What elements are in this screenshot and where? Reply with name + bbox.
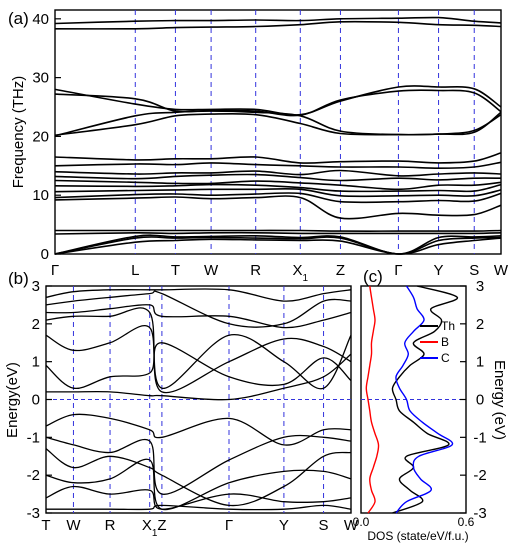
panel-b-xtick-label: W (66, 517, 81, 534)
panel-b-ytick-label: -1 (27, 429, 40, 446)
panel-c-tag: (c) (363, 267, 383, 286)
panel-a-phonon-branch (54, 192, 502, 204)
panel-c-xtick-label: 0.6 (458, 515, 475, 529)
panel-b-electronic-band (45, 504, 352, 511)
panel-a-phonon-branch (54, 237, 502, 255)
panel-c-dos-curve-b (365, 285, 380, 514)
panel-a-phonon-branch (54, 179, 502, 191)
panel-a-phonon-branch (54, 89, 502, 117)
panel-a-xtick-label: R (250, 262, 261, 279)
panel-b-ytick-label: 2 (32, 316, 40, 333)
panel-b-xtick-label: W (344, 517, 359, 534)
panel-a-phonon-branch (54, 161, 502, 170)
panel-b-xtick-label: T (41, 517, 50, 534)
panel-c-xlabel: DOS (state/eV/f.u.) (367, 529, 468, 543)
panel-c-ytick-label: 2 (476, 316, 484, 333)
panel-a-xtick-label: X1 (293, 262, 309, 284)
panel-a-ytick-label: 40 (32, 11, 49, 28)
panel-a-phonon-branch (54, 152, 502, 164)
panel-a-xtick-label: Z (336, 262, 345, 279)
panel-b-xtick-label: Y (279, 517, 289, 534)
panel-c-ytick-label: 0 (476, 392, 484, 409)
panel-c-legend-label: C (441, 351, 450, 365)
panel-b-xtick-label: X1 (142, 517, 158, 539)
panel-a-tag: (a) (8, 9, 29, 28)
panel-b-ytick-label: 0 (32, 392, 40, 409)
panel-c-legend-label: B (441, 335, 449, 349)
panel-c-ytick-label: -1 (473, 429, 486, 446)
panel-b-ytick-label: -2 (27, 467, 40, 484)
panel-b-xtick-label: R (105, 517, 116, 534)
panel-a-phonon-branch (54, 188, 502, 198)
panel-a-phonon-branch (54, 169, 502, 177)
panel-a-xtick-label: Γ (51, 262, 59, 279)
panel-b-xtick-label: Γ (225, 517, 233, 534)
panel-a-xtick-label: T (171, 262, 180, 279)
panel-a-phonon-branch (54, 236, 502, 255)
panel-a-ytick-label: 0 (41, 246, 49, 263)
panel-b-electronic-band (45, 325, 352, 394)
panel-b-electronic-band (46, 353, 352, 401)
panel-a-xtick-label: L (131, 262, 139, 279)
panel-c-xtick-label: 0.0 (353, 515, 370, 529)
panel-b-ylabel: Energy(eV) (4, 362, 21, 438)
panel-c-ytick-label: -2 (473, 467, 486, 484)
panel-c-legend-label: Th (441, 319, 455, 333)
panel-a-phonon-branch (54, 20, 502, 30)
panel-a-ytick-label: 20 (32, 128, 49, 145)
panel-b-xtick-label: S (319, 517, 329, 534)
panel-a-ytick-label: 10 (32, 187, 49, 204)
panel-a-ylabel: Frequency (THz) (10, 76, 27, 189)
panel-a-xtick-label: Y (434, 262, 444, 279)
panel-c-ytick-label: 1 (476, 354, 484, 371)
panel-b-xtick-label: Z (157, 517, 166, 534)
panel-a-ytick-label: 30 (32, 70, 49, 87)
panel-b-tag: (b) (8, 269, 29, 288)
panel-b-electronic-band (45, 290, 352, 328)
panel-c-dos-curve-c (395, 285, 454, 514)
panel-a-xtick-label: W (494, 262, 508, 279)
panel-b-electronic-band (45, 413, 352, 446)
panel-c-ylabel: Energy (eV) (491, 360, 508, 440)
panel-c-ytick-label: -3 (473, 505, 486, 522)
panel-a-xtick-label: Γ (394, 262, 402, 279)
panel-b-electronic-band (45, 434, 352, 495)
panel-a-phonon-branch (54, 16, 502, 25)
panel-b-electronic-band (45, 304, 352, 329)
panel-a-frame (54, 9, 502, 255)
panel-a-phonon-branch (54, 195, 502, 220)
panel-a-phonon-branch (54, 231, 502, 235)
panel-b-electronic-band (45, 307, 352, 390)
panel-b-ytick-label: -3 (27, 505, 40, 522)
panel-b-electronic-band (45, 288, 352, 302)
panel-b-electronic-band (45, 342, 352, 389)
panel-c-ytick-label: 3 (476, 278, 484, 295)
panel-a-phonon-branch (55, 229, 502, 232)
panel-a-phonon-branch (54, 173, 502, 182)
panel-b-ytick-label: 1 (32, 354, 40, 371)
panel-c-dos-curve-th (391, 285, 459, 514)
panel-c-plot: -3 -2 -1 0 1 2 3 0.0 0.6 Th BC (353, 278, 487, 529)
panel-a-phonon-branch (54, 112, 502, 136)
panel-b-electronic-band (45, 448, 352, 507)
panel-b-electronic-band (45, 485, 352, 510)
panel-a-phonon-branch (54, 234, 502, 255)
panel-a-xtick-label: S (469, 262, 479, 279)
panel-a-xtick-label: W (204, 262, 219, 279)
panel-a-phonon-branch (54, 183, 502, 193)
panel-b-ytick-label: 3 (32, 278, 40, 295)
